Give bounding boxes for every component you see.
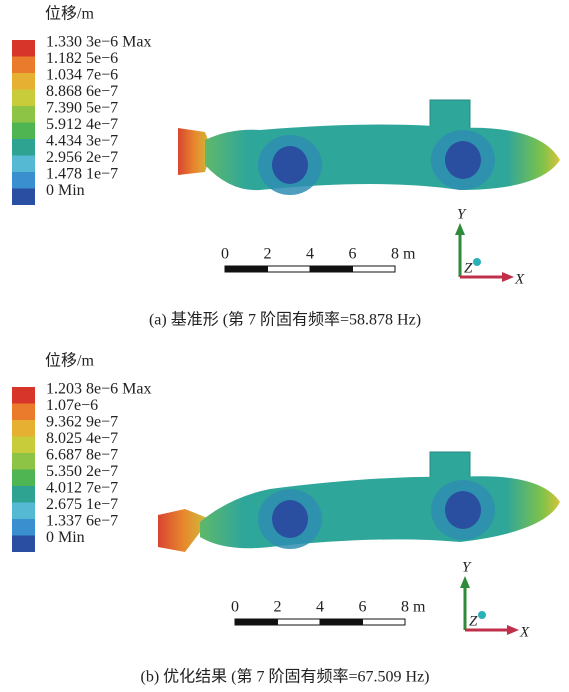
scale-label: 8 m	[401, 599, 426, 616]
legend-swatch	[12, 404, 35, 421]
legend-swatch	[12, 90, 35, 107]
legend-swatch	[12, 73, 35, 90]
legend-label: 8.025 4e−7	[46, 430, 118, 447]
scale-label: 2	[274, 599, 282, 616]
scale-segment	[225, 266, 268, 272]
scale-label: 4	[306, 246, 314, 263]
scale-label: 6	[349, 246, 357, 263]
legend-swatch	[12, 189, 35, 206]
axis-z	[478, 611, 486, 619]
hull	[205, 124, 560, 190]
legend-label: 9.362 9e−7	[46, 414, 118, 431]
axis-label: Y	[457, 206, 467, 222]
axis-label: Z	[464, 260, 473, 276]
legend-swatch	[12, 519, 35, 536]
legend-swatch	[12, 123, 35, 140]
axis-y-head	[455, 223, 465, 235]
scale-segment	[320, 619, 363, 625]
axis-label: X	[514, 271, 525, 287]
legend-label: 4.012 7e−7	[46, 480, 118, 497]
legend-swatch	[12, 387, 35, 404]
axis-x-head	[507, 625, 519, 635]
scale-segment	[353, 266, 396, 272]
legend-label: 4.434 3e−7	[46, 133, 118, 150]
axis-y-head	[460, 576, 470, 588]
legend-label: 1.07e−6	[46, 397, 98, 414]
axis-label: Y	[462, 559, 472, 575]
legend-swatch	[12, 453, 35, 470]
scale-label: 6	[359, 599, 367, 616]
legend-label: 0 Min	[46, 529, 85, 546]
hull-spot	[445, 141, 481, 179]
scale-label: 4	[316, 599, 324, 616]
legend-swatch	[12, 106, 35, 123]
figure: 位移/m1.330 3e−6 Max1.182 5e−61.034 7e−68.…	[0, 0, 569, 692]
scale-segment	[235, 619, 278, 625]
legend-title: 位移/m	[45, 352, 94, 370]
hull-spot	[272, 146, 308, 184]
scale-label: 2	[264, 246, 272, 263]
legend-label: 8.868 6e−7	[46, 83, 118, 100]
axis-label: X	[519, 624, 530, 640]
legend-swatch	[12, 503, 35, 520]
legend-label: 2.675 1e−7	[46, 496, 118, 513]
legend-label: 1.337 6e−7	[46, 513, 118, 530]
legend-swatch	[12, 470, 35, 487]
legend-swatch	[12, 486, 35, 503]
legend-label: 0 Min	[46, 182, 85, 199]
hull	[200, 476, 560, 548]
legend-label: 2.956 2e−7	[46, 149, 118, 166]
legend-swatch	[12, 57, 35, 74]
legend-swatch	[12, 40, 35, 57]
legend-swatch	[12, 156, 35, 173]
legend-label: 6.687 8e−7	[46, 447, 118, 464]
scale-label: 0	[231, 599, 239, 616]
legend-label: 1.330 3e−6 Max	[46, 34, 151, 51]
legend-label: 5.912 4e−7	[46, 116, 118, 133]
legend-label: 1.182 5e−6	[46, 50, 118, 67]
legend-swatch	[12, 536, 35, 553]
legend-swatch	[12, 420, 35, 437]
axis-label: Z	[469, 613, 478, 629]
scale-segment	[363, 619, 406, 625]
caption: (b) 优化结果 (第 7 阶固有频率=67.509 Hz)	[141, 668, 430, 686]
hull-spot	[272, 500, 308, 538]
scale-label: 8 m	[391, 246, 416, 263]
legend-label: 1.034 7e−6	[46, 67, 118, 84]
legend-label: 1.478 1e−7	[46, 166, 118, 183]
legend-swatch	[12, 172, 35, 189]
legend-swatch	[12, 139, 35, 156]
legend-label: 1.203 8e−6 Max	[46, 381, 151, 398]
scale-segment	[310, 266, 353, 272]
hull-spot	[445, 491, 481, 529]
axis-x-head	[502, 272, 514, 282]
scale-segment	[268, 266, 311, 272]
legend-label: 5.350 2e−7	[46, 463, 118, 480]
scale-label: 0	[221, 246, 229, 263]
scale-segment	[278, 619, 321, 625]
axis-z	[473, 258, 481, 266]
caption: (a) 基准形 (第 7 阶固有频率=58.878 Hz)	[149, 311, 421, 329]
legend-swatch	[12, 437, 35, 454]
legend-title: 位移/m	[45, 5, 94, 23]
legend-label: 7.390 5e−7	[46, 100, 118, 117]
